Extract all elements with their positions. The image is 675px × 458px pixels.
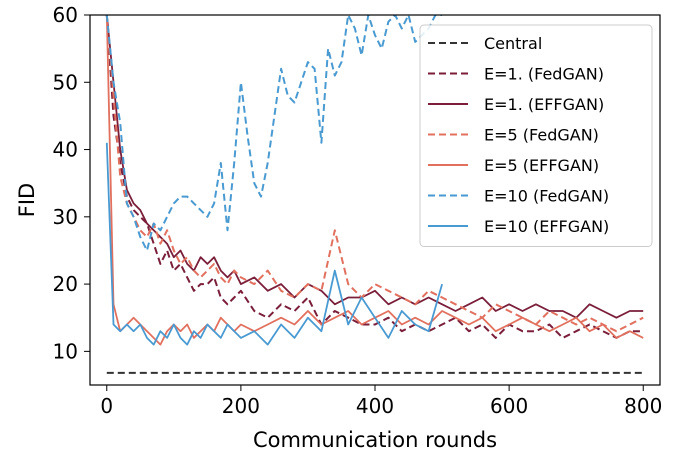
- series-line-2: [105, 15, 644, 339]
- x-tick-label: 800: [624, 394, 662, 418]
- x-tick-label: 400: [356, 394, 394, 418]
- y-axis-label: FID: [15, 183, 39, 217]
- tick-layer: 0 200 400 600 800 10 20 30 40 50 60: [53, 3, 663, 418]
- series-line-5: [105, 15, 644, 346]
- x-tick-label: 200: [222, 394, 260, 418]
- legend-label: E=10 (EFFGAN): [484, 217, 609, 236]
- legend-label: Central: [484, 34, 542, 53]
- y-tick-label: 40: [53, 138, 78, 162]
- x-tick-label: 0: [100, 394, 113, 418]
- legend-box: [419, 24, 653, 247]
- y-tick-label: 10: [53, 339, 78, 363]
- x-axis-label: Communication rounds: [253, 428, 497, 452]
- plot-frame: [89, 14, 661, 386]
- legend-label: E=1. (FedGAN): [484, 65, 604, 84]
- series-layer: [105, 15, 644, 374]
- y-tick-label: 30: [53, 205, 78, 229]
- legend-label: E=5 (EFFGAN): [484, 156, 599, 175]
- y-tick-label: 20: [53, 272, 78, 296]
- legend: Central E=1. (FedGAN) E=1. (EFFGAN) E=5 (Fe…: [419, 24, 653, 247]
- series-line-6: [105, 15, 443, 252]
- y-tick-label: 60: [53, 3, 78, 27]
- legend-label: E=1. (EFFGAN): [484, 95, 604, 114]
- y-tick-label: 50: [53, 70, 78, 94]
- legend-label: E=10 (FedGAN): [484, 187, 609, 206]
- legend-label: E=5 (FedGAN): [484, 126, 599, 145]
- x-tick-label: 600: [490, 394, 528, 418]
- series-line-7: [105, 142, 443, 346]
